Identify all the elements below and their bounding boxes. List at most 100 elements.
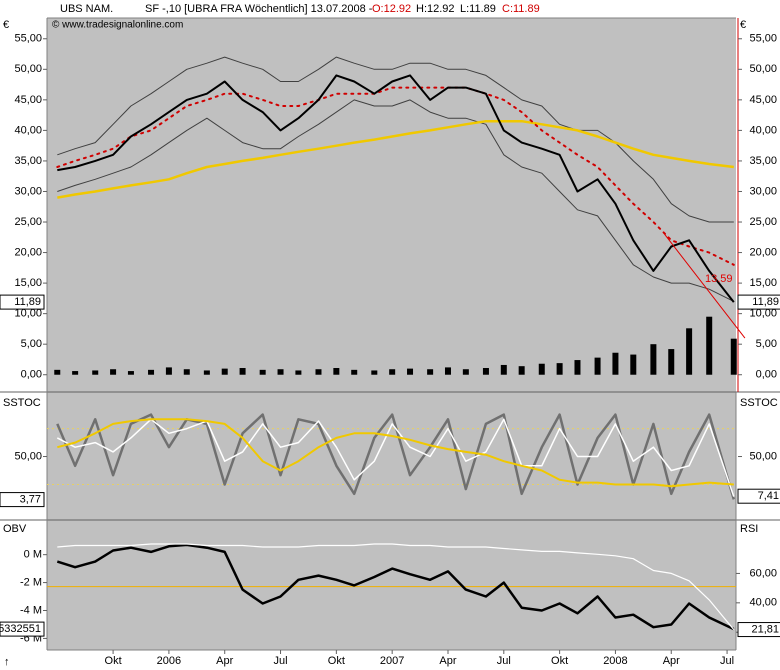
y2-tick-label: 40,00 <box>749 597 777 609</box>
y-tick-label: 40,00 <box>14 124 42 136</box>
value-marker-label: 7,41 <box>758 490 779 502</box>
volume-bar <box>165 367 172 375</box>
header-bar <box>0 0 780 18</box>
x-tick-label: Apr <box>439 655 456 667</box>
volume-bar <box>668 349 675 375</box>
volume-bar <box>333 368 340 375</box>
y-tick-label: 50,00 <box>14 63 42 75</box>
volume-bar <box>462 369 469 375</box>
y-tick-label: 50,00 <box>14 450 42 462</box>
volume-bar <box>183 369 190 375</box>
volume-bar <box>594 357 601 375</box>
volume-bar <box>148 369 155 375</box>
close: C:11.89 <box>502 3 540 15</box>
series-line <box>56 543 735 631</box>
volume-bar <box>556 363 563 375</box>
series-line <box>57 119 734 199</box>
volume-bar <box>686 328 693 375</box>
volume-bar <box>407 368 414 375</box>
volume-bar <box>630 354 637 375</box>
y-tick-label-right: 10,00 <box>749 308 777 320</box>
y-tick-label: 15,00 <box>14 277 42 289</box>
x-tick-label: Apr <box>663 655 680 667</box>
y-tick-label-right: 35,00 <box>749 155 777 167</box>
volume-bar <box>259 369 266 375</box>
y-tick-label: 25,00 <box>14 216 42 228</box>
y-tick-label: 45,00 <box>14 94 42 106</box>
volume-bar <box>612 352 619 375</box>
volume-bar <box>351 369 358 375</box>
y-tick-label-right: 55,00 <box>749 33 777 45</box>
volume-bar <box>371 370 378 375</box>
volume-bar <box>574 360 581 375</box>
x-tick-label: Jul <box>274 655 288 667</box>
x-tick-label: 2006 <box>157 655 181 667</box>
volume-bar <box>706 316 713 375</box>
y-tick-label: 35,00 <box>14 155 42 167</box>
trend-line <box>664 233 746 339</box>
x-tick-label: Jul <box>497 655 511 667</box>
y-tick-label: 20,00 <box>14 246 42 258</box>
plot-background <box>47 18 736 650</box>
x-tick-label: Okt <box>551 655 568 667</box>
y-tick-label-right: 5,00 <box>756 338 777 350</box>
volume-bar <box>730 338 737 375</box>
value-marker <box>737 622 780 638</box>
y-tick-label-right: 15,00 <box>749 277 777 289</box>
volume-bar <box>538 363 545 375</box>
y-tick-label-right: 50,00 <box>749 63 777 75</box>
y-tick-label: 5,00 <box>21 338 42 350</box>
y-tick-label-right: 20,00 <box>749 246 777 258</box>
trend-label: 13.59 <box>705 273 733 285</box>
value-marker-label: 3,77 <box>20 493 41 505</box>
volume-bar <box>221 368 228 375</box>
open: O:12.92 <box>372 3 411 15</box>
series-line <box>57 543 735 630</box>
high: H:12.92 <box>416 3 455 15</box>
value-marker <box>0 492 45 508</box>
volume-bar <box>127 371 134 375</box>
x-tick-label: Jul <box>720 655 734 667</box>
y-tick-label-right: 45,00 <box>749 94 777 106</box>
panel-label-left: SSTOC <box>3 397 41 409</box>
volume-bar <box>277 369 284 375</box>
volume-bar <box>500 364 507 375</box>
y-tick-label: -4 M <box>20 604 42 616</box>
series-line <box>57 74 735 303</box>
y-tick-label: 30,00 <box>14 185 42 197</box>
low: L:11.89 <box>460 3 496 15</box>
panel-label-left: € <box>3 19 9 31</box>
x-tick-label: 2007 <box>380 655 404 667</box>
value-marker <box>0 294 45 310</box>
volume-bar <box>239 368 246 375</box>
value-marker-label: 11,89 <box>14 296 41 308</box>
y-tick-label-right: 25,00 <box>749 216 777 228</box>
panel-label-left: OBV <box>3 523 27 535</box>
volume-bar <box>444 367 451 375</box>
series-line <box>57 99 735 302</box>
y-tick-label: 10,00 <box>14 308 42 320</box>
y-tick-label: 0 M <box>24 549 42 561</box>
source: © www.tradesignalonline.com <box>52 20 183 31</box>
symbol: UBS NAM. <box>60 3 113 15</box>
volume-bar <box>203 370 210 375</box>
series-line <box>56 418 735 497</box>
value-marker-label: 11,89 <box>752 296 779 308</box>
volume-bar <box>518 366 525 375</box>
value-marker <box>737 294 780 310</box>
volume-bar <box>92 370 99 375</box>
volume-bar <box>315 369 322 375</box>
x-tick-label: Okt <box>105 655 122 667</box>
value-marker <box>0 621 45 637</box>
y-tick-label-right: 0,00 <box>756 369 777 381</box>
volume-bar <box>295 370 302 375</box>
volume-bar <box>72 371 79 375</box>
series-line <box>56 86 735 266</box>
panel-label-right: RSI <box>740 523 758 535</box>
volume-bar <box>650 344 657 375</box>
value-marker-label: 21,81 <box>751 623 779 635</box>
y-tick-label-right: 30,00 <box>749 185 777 197</box>
panel-label-right: SSTOC <box>740 397 778 409</box>
series-line <box>57 418 734 488</box>
